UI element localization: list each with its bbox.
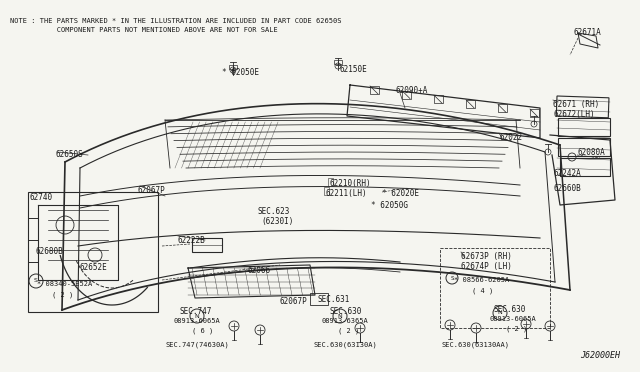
Text: 62242A: 62242A [553, 169, 580, 178]
Text: SEC.630: SEC.630 [330, 307, 362, 316]
Bar [328, 178, 333, 186]
Text: * 62050E: * 62050E [222, 68, 259, 77]
Text: 62067P: 62067P [138, 186, 166, 195]
Text: 62740: 62740 [30, 193, 53, 202]
Bar [334, 60, 342, 64]
Text: 62671A: 62671A [574, 28, 602, 37]
Text: SEC.747(74630A): SEC.747(74630A) [166, 342, 230, 349]
Bar [370, 86, 379, 94]
Bar [192, 238, 222, 252]
Bar [402, 91, 411, 99]
Text: ( 4 ): ( 4 ) [472, 288, 493, 295]
Text: 62210(RH): 62210(RH) [330, 179, 372, 188]
Text: SEC.747: SEC.747 [180, 307, 212, 316]
Bar [560, 158, 610, 176]
Text: * 08340-5E52A: * 08340-5E52A [37, 281, 92, 287]
Text: 62660B: 62660B [553, 184, 580, 193]
Text: 62673P (RH): 62673P (RH) [461, 252, 512, 261]
Text: 62222B: 62222B [178, 236, 205, 245]
Bar [324, 187, 329, 195]
Text: 62672(LH): 62672(LH) [553, 110, 595, 119]
Bar [434, 95, 443, 103]
Text: 62650S: 62650S [55, 150, 83, 159]
Text: 08913-6065A: 08913-6065A [174, 318, 221, 324]
Text: ( 2 ): ( 2 ) [506, 326, 527, 333]
Bar [28, 192, 158, 312]
Bar [440, 248, 550, 328]
Text: 62674P (LH): 62674P (LH) [461, 262, 512, 271]
Text: S: S [451, 276, 454, 280]
Text: SEC.623: SEC.623 [258, 207, 291, 216]
Text: N: N [338, 314, 342, 318]
Text: * 62020E: * 62020E [382, 189, 419, 198]
Text: ( 2 ): ( 2 ) [338, 328, 359, 334]
Text: (6230I): (6230I) [261, 217, 293, 226]
Bar [530, 109, 539, 117]
Text: N: N [498, 311, 502, 315]
Text: 62080A: 62080A [577, 148, 605, 157]
Bar [229, 65, 237, 69]
Bar [310, 293, 328, 305]
Text: SEC.630(63130A): SEC.630(63130A) [314, 342, 378, 349]
Text: SEC.630(63130AA): SEC.630(63130AA) [441, 342, 509, 349]
Text: 62211(LH): 62211(LH) [326, 189, 367, 198]
Text: SEC.631: SEC.631 [317, 295, 349, 304]
Text: 08913-6065A: 08913-6065A [490, 316, 537, 322]
Text: J62000EH: J62000EH [580, 351, 620, 360]
Text: 62067P: 62067P [280, 297, 308, 306]
Text: 62090+A: 62090+A [396, 86, 428, 95]
Text: 62022: 62022 [499, 133, 522, 142]
Bar [556, 96, 609, 118]
Text: 08913-6365A: 08913-6365A [322, 318, 369, 324]
Text: 62150E: 62150E [339, 65, 367, 74]
Bar [558, 138, 610, 156]
Text: * 08566-6205A: * 08566-6205A [454, 277, 509, 283]
Text: * 62050G: * 62050G [371, 201, 408, 210]
Text: ( 2 ): ( 2 ) [52, 292, 73, 298]
Text: NOTE : THE PARTS MARKED * IN THE ILLUSTRATION ARE INCLUDED IN PART CODE 62650S: NOTE : THE PARTS MARKED * IN THE ILLUSTR… [10, 18, 342, 24]
Text: N: N [195, 314, 200, 318]
Bar [466, 100, 475, 108]
Text: 62680B: 62680B [35, 247, 63, 256]
Text: 62066: 62066 [248, 266, 271, 275]
Text: 62652E: 62652E [80, 263, 108, 272]
Text: SEC.630: SEC.630 [494, 305, 526, 314]
Text: S: S [34, 279, 38, 283]
Text: ( 6 ): ( 6 ) [192, 328, 213, 334]
Text: 62671 (RH): 62671 (RH) [553, 100, 599, 109]
Bar [498, 105, 507, 112]
Text: COMPONENT PARTS NOT MENTIONED ABOVE ARE NOT FOR SALE: COMPONENT PARTS NOT MENTIONED ABOVE ARE … [10, 27, 278, 33]
Bar [558, 118, 610, 136]
